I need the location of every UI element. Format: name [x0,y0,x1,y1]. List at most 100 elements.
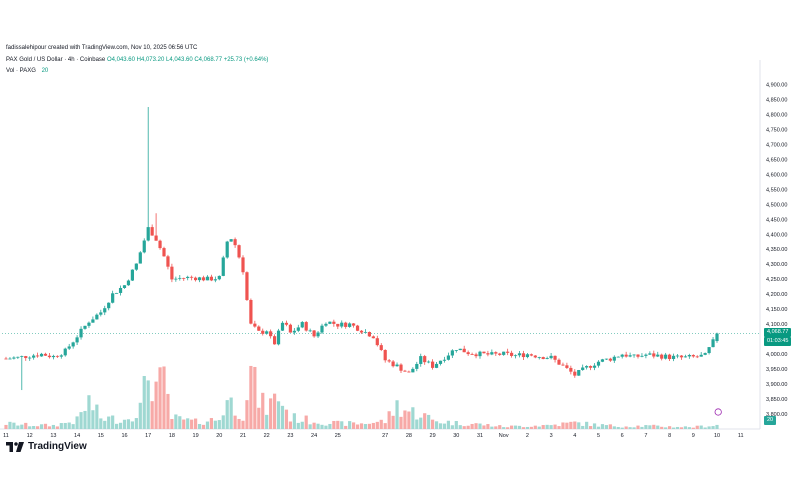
candle-body[interactable] [134,263,138,270]
price-axis-label[interactable]: 4,150.00 [766,307,787,313]
time-axis-label[interactable]: 5 [597,433,600,439]
candle-body[interactable] [28,357,32,359]
candle-body[interactable] [146,227,150,241]
event-marker-icon[interactable] [714,408,722,416]
time-axis-label[interactable]: 11 [3,433,9,439]
candle-body[interactable] [415,363,419,369]
candle-body[interactable] [107,302,111,309]
candle-body[interactable] [126,280,131,286]
candle-body[interactable] [711,339,715,348]
time-axis-label[interactable]: 17 [145,433,151,439]
time-axis-label[interactable]: 23 [287,433,293,439]
candle-body[interactable] [253,323,257,327]
candle-body[interactable] [541,357,545,360]
candle-body[interactable] [616,356,620,358]
candle-body[interactable] [47,355,52,358]
candle-body[interactable] [407,371,411,373]
candle-body[interactable] [371,336,375,339]
candle-body[interactable] [391,361,395,367]
candle-body[interactable] [186,276,190,279]
time-axis-label[interactable]: 3 [550,433,553,439]
price-axis-label[interactable]: 4,250.00 [766,277,787,283]
candle-body[interactable] [190,276,194,278]
candle-body[interactable] [158,240,162,249]
candle-body[interactable] [596,361,601,366]
candle-body[interactable] [537,357,541,358]
candle-body[interactable] [699,354,703,357]
candle-body[interactable] [628,355,632,357]
candle-body[interactable] [67,346,71,349]
candle-body[interactable] [490,352,494,355]
price-axis-label[interactable]: 4,200.00 [766,292,787,298]
candle-body[interactable] [257,326,261,331]
time-axis-label[interactable]: 29 [430,433,436,439]
candle-body[interactable] [265,331,269,334]
candle-body[interactable] [249,299,253,324]
candle-body[interactable] [201,277,206,281]
candle-body[interactable] [600,359,605,362]
candle-body[interactable] [608,358,612,361]
candle-body[interactable] [225,241,229,258]
candle-body[interactable] [99,312,103,315]
price-axis-label[interactable]: 4,800.00 [766,112,787,118]
candle-body[interactable] [217,275,221,280]
candle-body[interactable] [36,355,40,357]
time-axis-label[interactable]: 12 [27,433,33,439]
candle-body[interactable] [557,359,561,365]
candle-body[interactable] [304,322,308,331]
candle-body[interactable] [288,324,292,333]
candle-body[interactable] [715,333,719,342]
candle-body[interactable] [103,308,107,313]
candle-body[interactable] [111,293,115,303]
candle-body[interactable] [300,322,304,328]
candle-body[interactable] [466,352,470,355]
candle-body[interactable] [660,354,664,359]
candle-body[interactable] [130,269,134,281]
candle-body[interactable] [458,348,462,351]
time-axis-label[interactable]: 9 [692,433,695,439]
price-axis-label[interactable]: 4,550.00 [766,187,787,193]
time-axis-label[interactable]: 16 [121,433,127,439]
candle-body[interactable] [419,356,423,364]
candle-body[interactable] [675,355,680,357]
price-axis-label[interactable]: 3,900.00 [766,382,787,388]
time-axis-label[interactable]: 30 [453,433,459,439]
candle-body[interactable] [24,356,28,359]
candle-body[interactable] [154,235,158,241]
time-axis-label[interactable]: 15 [98,433,104,439]
candle-body[interactable] [687,355,691,357]
candle-body[interactable] [8,358,12,360]
candle-body[interactable] [162,248,166,257]
candle-body[interactable] [521,353,526,358]
time-axis-label[interactable]: 27 [382,433,388,439]
candle-body[interactable] [679,355,684,358]
candle-body[interactable] [683,356,687,358]
candle-body[interactable] [640,355,644,357]
candle-body[interactable] [115,292,119,294]
candle-body[interactable] [470,354,474,355]
candle-body[interactable] [4,358,8,360]
candle-body[interactable] [569,367,573,372]
time-axis-label[interactable]: 13 [50,433,56,439]
candle-body[interactable] [636,354,640,357]
candle-body[interactable] [221,257,225,276]
candle-body[interactable] [620,354,624,357]
candle-body[interactable] [438,360,443,364]
candle-body[interactable] [498,353,502,355]
tradingview-logo[interactable]: TradingView [6,441,87,452]
price-axis-label[interactable]: 4,850.00 [766,97,787,103]
candle-body[interactable] [506,351,510,353]
candle-body[interactable] [565,365,569,368]
candle-body[interactable] [32,355,36,358]
candle-body[interactable] [363,331,368,333]
candle-body[interactable] [434,363,439,368]
price-axis-label[interactable]: 4,500.00 [766,202,787,208]
candle-body[interactable] [589,366,593,368]
price-axis-label[interactable]: 3,850.00 [766,397,787,403]
candle-body[interactable] [273,336,277,345]
candle-body[interactable] [624,354,628,357]
candle-body[interactable] [664,354,668,359]
candle-body[interactable] [182,277,186,279]
candle-body[interactable] [399,364,403,371]
time-axis-label[interactable]: 28 [406,433,412,439]
